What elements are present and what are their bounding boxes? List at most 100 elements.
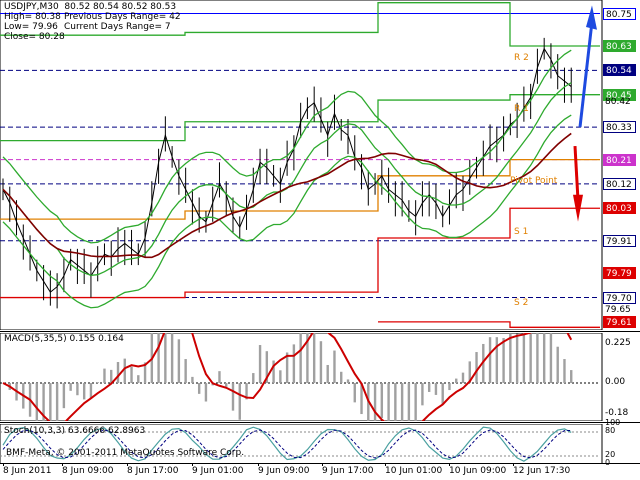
macd-tick: -0.18	[605, 408, 629, 419]
macd-histogram-bar	[35, 383, 39, 421]
s1-line	[0, 207, 600, 299]
time-label: 10 Jun 09:00	[449, 466, 507, 476]
price-label: 79.79	[603, 267, 636, 280]
macd-histogram-bar	[482, 343, 485, 384]
macd-histogram-bar	[76, 383, 79, 396]
macd-histogram-bar	[570, 370, 573, 384]
panel-divider	[0, 331, 640, 332]
macd-histogram-bar	[184, 359, 187, 384]
macd-histogram-bar	[563, 359, 566, 384]
macd-histogram-bar	[272, 360, 275, 384]
macd-histogram-bar	[414, 383, 417, 421]
macd-histogram-bar	[82, 383, 86, 400]
macd-histogram-bar	[285, 352, 289, 384]
stochastic-panel[interactable]	[0, 424, 640, 464]
macd-signal-line	[2, 333, 573, 421]
stochastic-svg	[0, 424, 603, 464]
macd-histogram-bar	[116, 362, 120, 384]
macd-histogram-bar	[373, 383, 377, 421]
macd-svg	[0, 333, 603, 421]
macd-histogram-bar	[103, 368, 106, 384]
time-tick	[513, 463, 514, 466]
stochastic-tick: 80	[605, 426, 616, 435]
high-value: High= 80.38	[4, 12, 61, 22]
macd-panel[interactable]	[0, 333, 640, 421]
time-label: 12 Jun 17:30	[513, 466, 571, 476]
copyright-text: BMF-Meta, © 2001-2011 MetaQuotes Softwar…	[6, 448, 245, 458]
macd-tick: 0.225	[605, 338, 631, 349]
macd-histogram-bar	[441, 383, 444, 405]
price-label: 79.91	[603, 234, 636, 247]
macd-histogram-bar	[164, 333, 167, 384]
macd-histogram-bar	[177, 339, 181, 384]
macd-histogram-bar	[279, 370, 282, 384]
macd-histogram-bar	[495, 337, 499, 384]
macd-histogram-bar	[69, 383, 72, 391]
price-label: 80.63	[603, 39, 636, 52]
price-label: 79.70	[603, 291, 636, 304]
macd-histogram-bar	[400, 383, 404, 421]
macd-histogram-bar	[55, 383, 59, 421]
macd-histogram-bar	[360, 383, 363, 415]
macd-histogram-bar	[96, 382, 99, 384]
price-chart-svg	[0, 0, 603, 330]
time-tick	[3, 463, 4, 466]
time-label: 9 Jun 09:00	[258, 466, 310, 476]
current-days-range: Current Days Range= 7	[64, 22, 171, 32]
macd-histogram-bar	[340, 371, 343, 384]
macd-histogram-bar	[258, 345, 262, 384]
price-label: 80.45	[603, 88, 636, 101]
pivot-label: Pivot Point	[510, 176, 558, 186]
macd-histogram-bar	[536, 333, 539, 384]
previous-days-range: Previous Days Range= 42	[64, 12, 181, 22]
macd-histogram-bar	[394, 383, 397, 421]
time-tick	[62, 463, 63, 466]
forecast-up-arrow	[578, 21, 594, 128]
price-chart-panel[interactable]	[0, 0, 640, 330]
time-tick	[322, 463, 323, 466]
macd-histogram-bar	[299, 333, 302, 384]
price-label: 80.54	[603, 64, 636, 77]
macd-histogram-bar	[515, 333, 519, 384]
macd-histogram-bar	[353, 383, 356, 403]
macd-histogram-bar	[312, 333, 316, 384]
r1-line	[0, 94, 600, 142]
macd-histogram-bar	[380, 383, 384, 419]
macd-histogram-bar	[468, 361, 471, 384]
r2-label: R 2	[514, 53, 529, 63]
macd-histogram-bar	[319, 341, 323, 384]
symbol-header: USDJPY,M30 80.52 80.54 80.52 80.53	[4, 2, 177, 12]
macd-histogram-bar	[170, 333, 174, 384]
macd-histogram-bar	[542, 333, 546, 384]
macd-tick: 0.00	[605, 377, 626, 388]
macd-histogram-bar	[252, 373, 255, 384]
price-label: 80.75	[603, 7, 636, 20]
arrow-down-head	[573, 194, 583, 222]
stochastic-title: Stoch(10,3,3) 63.6666 62.8963	[4, 426, 146, 436]
macd-histogram-bar	[292, 344, 296, 384]
stochastic-tick: 20	[605, 450, 616, 459]
macd-histogram-bar	[62, 383, 66, 409]
s1-label: S 1	[514, 227, 529, 237]
macd-histogram-bar	[197, 383, 201, 394]
chart-info: USDJPY,M30 80.52 80.54 80.52 80.53 High=…	[4, 2, 181, 42]
arrow-up-head	[586, 5, 597, 30]
macd-histogram-bar	[455, 378, 458, 384]
time-tick	[385, 463, 386, 466]
macd-histogram-bar	[265, 351, 269, 384]
macd-histogram-bar	[346, 379, 350, 384]
macd-histogram-bar	[461, 372, 465, 384]
macd-histogram-bar	[204, 383, 208, 402]
price-label: 79.61	[603, 315, 636, 328]
time-label: 9 Jun 01:00	[192, 466, 244, 476]
stochastic-tick: 100	[605, 418, 621, 427]
price-label: 80.03	[603, 202, 636, 215]
macd-histogram-bar	[421, 383, 424, 406]
time-label: 8 Jun 09:00	[62, 466, 114, 476]
macd-histogram-bar	[49, 383, 52, 421]
macd-histogram-bar	[89, 383, 93, 399]
macd-histogram-bar	[123, 358, 126, 384]
low-value: Low= 79.96	[4, 22, 58, 32]
price-label: 80.33	[603, 121, 636, 134]
time-tick	[127, 463, 128, 466]
